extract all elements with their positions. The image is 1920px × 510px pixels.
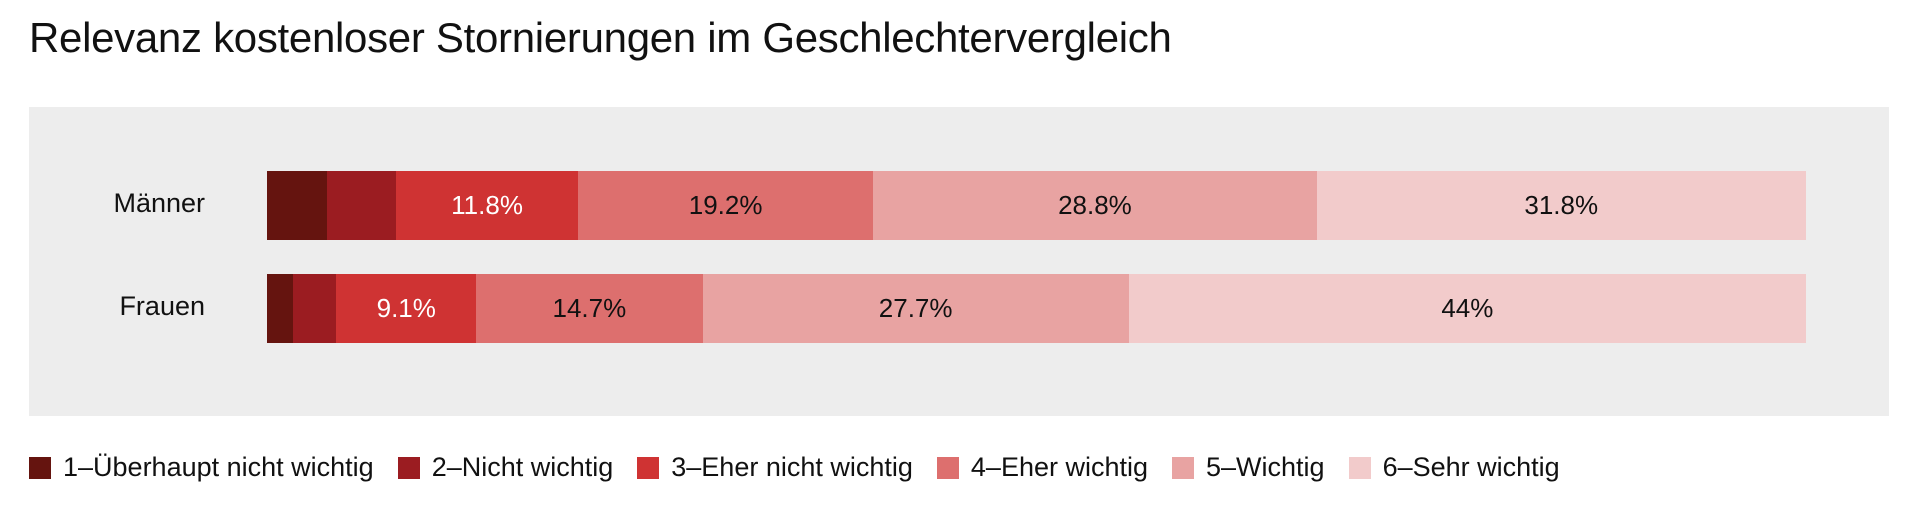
bar-segment (267, 274, 294, 343)
bar-segment: 44% (1128, 274, 1806, 343)
data-label: 44% (1441, 293, 1494, 323)
legend-item: 4–Eher wichtig (936, 452, 1149, 483)
stacked-bar: 9.1% 14.7% 27.7% 44% (267, 274, 1806, 343)
chart-title: Relevanz kostenloser Stornierungen im Ge… (29, 14, 1172, 61)
plot-area (29, 107, 1889, 416)
legend-label: 2–Nicht wichtig (431, 452, 614, 482)
bar-segment: 9.1% (336, 274, 477, 343)
bar-segment (327, 171, 397, 240)
bar-segment: 27.7% (702, 274, 1129, 343)
legend: 1–Überhaupt nicht wichtig 2–Nicht wichtig… (29, 452, 1584, 483)
bar-segment: 14.7% (476, 274, 703, 343)
legend-item: 6–Sehr wichtig (1348, 452, 1560, 483)
legend-label: 6–Sehr wichtig (1382, 452, 1560, 482)
bar-segment: 19.2% (577, 171, 874, 240)
bar-segment (267, 171, 328, 240)
data-label: 9.1% (376, 293, 436, 323)
bar-segment: 31.8% (1316, 171, 1806, 240)
data-label: 19.2% (688, 190, 763, 220)
legend-label: 3–Eher nicht wichtig (671, 452, 913, 482)
data-label: 27.7% (878, 293, 953, 323)
bar-segment: 28.8% (873, 171, 1317, 240)
legend-item: 2–Nicht wichtig (397, 452, 614, 483)
legend-swatch (1172, 456, 1195, 479)
stacked-bar: 11.8% 19.2% 28.8% 31.8% (267, 171, 1806, 240)
bar-segment (293, 274, 337, 343)
data-label: 11.8% (451, 190, 523, 220)
data-label: 14.7% (552, 293, 627, 323)
legend-swatch (29, 456, 51, 479)
legend-label: 4–Eher wichtig (970, 452, 1149, 482)
legend-item: 1–Überhaupt nicht wichtig (29, 452, 374, 483)
legend-label: 5–Wichtig (1206, 452, 1325, 482)
data-label: 28.8% (1058, 190, 1132, 220)
legend-swatch (637, 456, 660, 479)
legend-item: 3–Eher nicht wichtig (637, 452, 913, 483)
category-label: Männer (113, 188, 205, 218)
legend-swatch (936, 456, 959, 479)
legend-swatch (1348, 456, 1371, 479)
legend-item: 5–Wichtig (1172, 452, 1325, 483)
bar-segment: 11.8% (396, 171, 578, 240)
legend-swatch (397, 456, 420, 479)
category-label: Frauen (119, 291, 205, 321)
data-label: 31.8% (1524, 190, 1599, 220)
legend-label: 1–Überhaupt nicht wichtig (63, 452, 374, 482)
